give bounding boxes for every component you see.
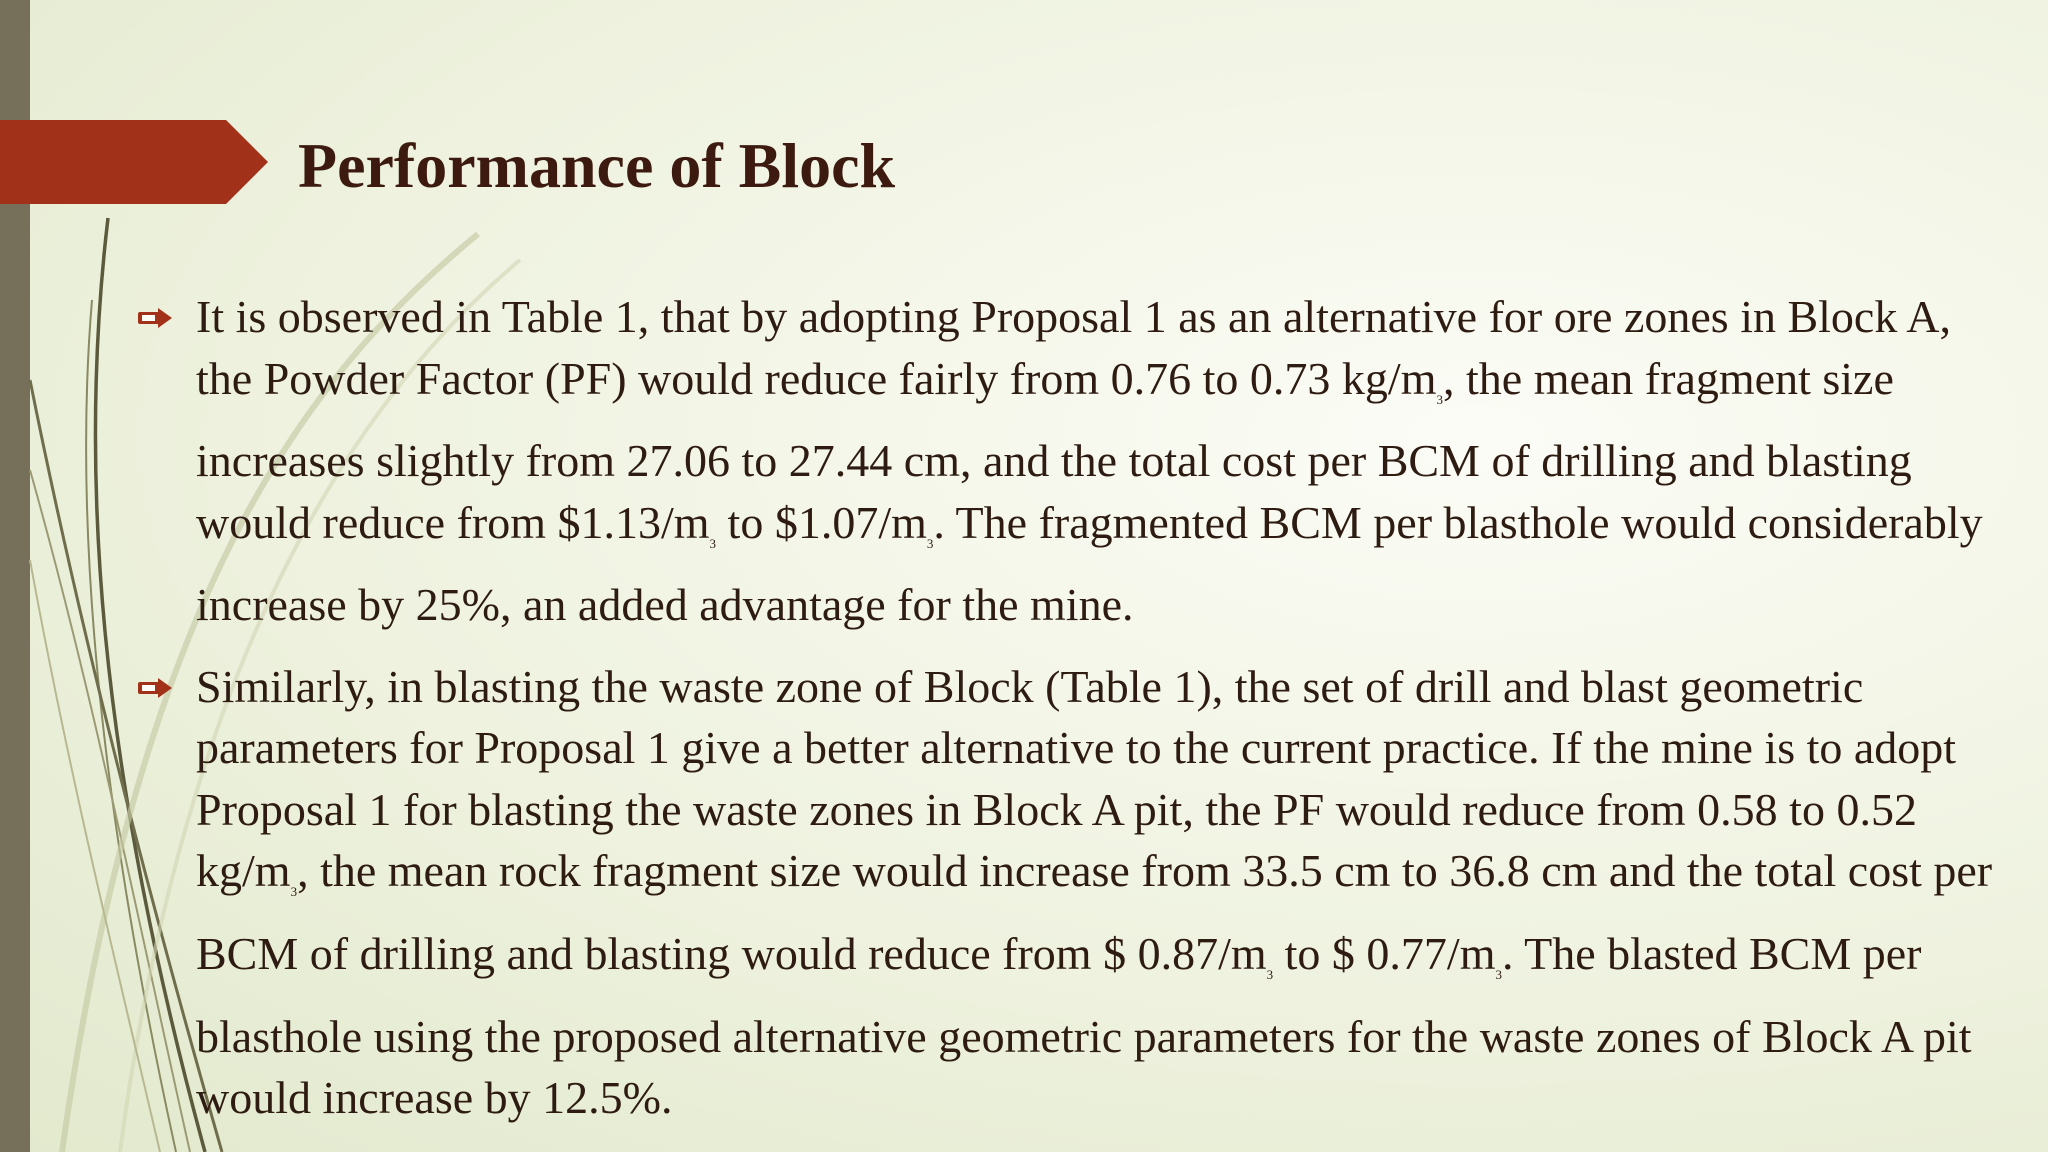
superscript-unit: 3	[1495, 967, 1503, 983]
superscript-unit: 3	[926, 535, 934, 551]
title-accent-arrow	[0, 120, 268, 204]
decorative-stroke	[28, 379, 224, 1152]
decorative-stroke	[29, 469, 191, 1152]
bullet-text-segment: It is observed in Table 1, that by adopt…	[196, 291, 1952, 404]
bullet-text-segment: Similarly, in blasting the waste zone of…	[196, 660, 1957, 897]
decorative-stroke	[93, 217, 207, 1152]
arrow-right-icon	[138, 308, 172, 328]
slide-title: Performance of Block	[298, 130, 896, 201]
bullet-item: Similarly, in blasting the waste zone of…	[138, 656, 2018, 1129]
superscript-unit: 3	[709, 535, 717, 551]
superscript-unit: 3	[290, 884, 298, 900]
bullet-text-segment: . The fragmented BCM per blasthole would…	[196, 496, 1983, 631]
arrow-right-icon	[138, 677, 172, 698]
superscript-unit: 3	[1266, 967, 1274, 983]
slide-content: It is observed in Table 1, that by adopt…	[138, 286, 2018, 1149]
bullet-text: Similarly, in blasting the waste zone of…	[196, 656, 2018, 1129]
decorative-stroke	[118, 258, 522, 1152]
bullet-text-segment: , the mean fragment size increases sligh…	[196, 352, 1912, 548]
bullet-text-segment: , the mean rock fragment size would incr…	[196, 845, 1993, 980]
bullet-text-segment: to $ 0.77/m	[1273, 928, 1496, 980]
bullet-text-segment: to $1.07/m	[716, 496, 927, 548]
decorative-stroke	[59, 231, 480, 1152]
decorative-stroke	[85, 299, 177, 1152]
superscript-unit: 3	[1436, 391, 1444, 407]
bullet-text: It is observed in Table 1, that by adopt…	[196, 286, 2018, 636]
bullet-item: It is observed in Table 1, that by adopt…	[138, 286, 2018, 636]
decorative-stroke	[29, 559, 161, 1152]
bullet-text-segment: . The blasted BCM per blasthole using th…	[196, 928, 1972, 1124]
